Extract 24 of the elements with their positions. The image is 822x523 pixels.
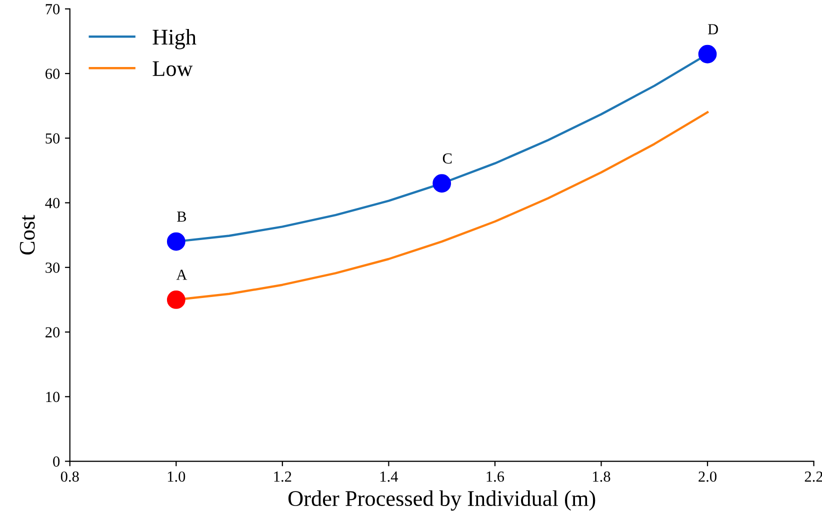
y-tick-label: 60: [46, 68, 60, 79]
y-axis-title: Cost: [20, 214, 35, 255]
y-tick-label: 30: [46, 262, 60, 273]
legend-label: High: [152, 29, 196, 50]
x-tick-label: 1.4: [380, 472, 398, 482]
y-tick-label: 50: [46, 133, 60, 144]
x-tick-label: 2.2: [804, 471, 822, 482]
y-tick-label: 70: [46, 4, 60, 14]
x-tick-label: 2.0: [698, 471, 716, 482]
x-axis-title: Order Processed by Individual (m): [288, 490, 596, 511]
annotation: C: [442, 153, 452, 164]
annotation: A: [176, 270, 188, 280]
x-tick-label: 1.0: [168, 471, 186, 482]
x-tick-label: 0.8: [60, 471, 79, 482]
y-tick-label: 10: [46, 392, 60, 402]
annotation: B: [177, 212, 186, 222]
y-tick-label: 40: [45, 198, 60, 208]
legend-label: Low: [152, 61, 193, 76]
x-tick-label: 1.8: [593, 471, 610, 482]
x-tick-label: 1.2: [274, 471, 292, 482]
y-tick-label: 0: [53, 456, 60, 467]
y-tick-label: 20: [46, 327, 60, 338]
annotation: D: [708, 24, 718, 34]
x-tick-label: 1.6: [486, 471, 504, 482]
